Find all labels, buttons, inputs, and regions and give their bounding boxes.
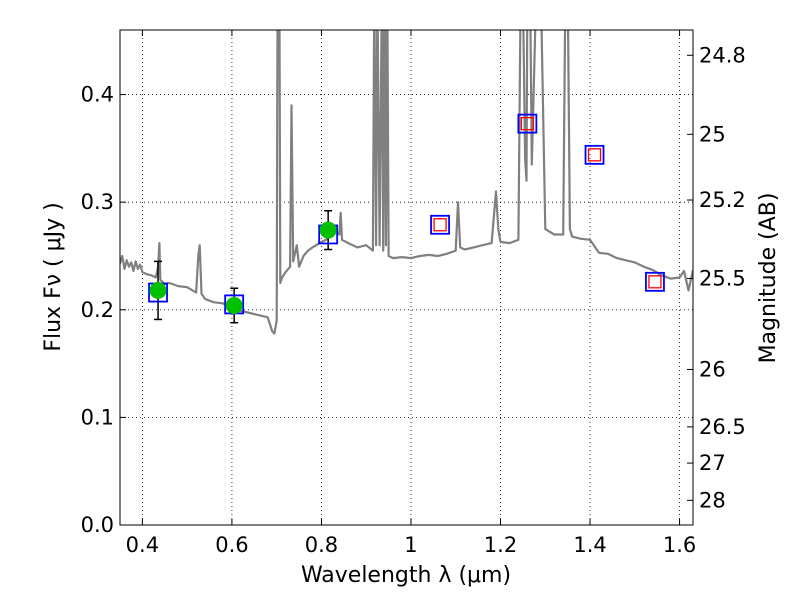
observed-flux-point [225,296,243,314]
x-tick-label: 0.4 [126,533,159,557]
y-tick-label: 0.3 [81,190,114,214]
x-tick-label: 1.6 [663,533,696,557]
spectrum-line [120,30,693,335]
photometry-layer [148,113,665,324]
x-tick-label: 1 [404,533,417,557]
y2-tick-label: 26.5 [699,415,746,439]
y-tick-label: 0.1 [81,405,114,429]
spectrum-layer [120,30,693,335]
model-photometry-square [517,113,538,134]
y-axis-title: Flux Fν ( μJy ) [41,202,66,351]
predicted-flux-square [648,275,662,289]
y-tick-label: 0.2 [81,298,114,322]
x-tick-label: 1.2 [484,533,517,557]
predicted-flux-square [520,116,535,131]
y2-tick-label: 25.5 [699,266,746,290]
grid-layer [120,30,693,526]
y-tick-label: 0.0 [81,513,114,537]
x-tick-label: 0.8 [305,533,338,557]
predicted-flux-square [433,218,447,232]
predicted-flux-square [587,148,602,162]
ticks-layer: 0.4 0.6 0.8 1 1.2 1.4 1.6 0.0 0.1 0.2 0.3 0.4 24.8 25… [81,30,746,557]
y2-tick-label: 28 [699,488,726,512]
x-tick-label: 0.6 [215,533,248,557]
x-tick-label: 1.4 [573,533,606,557]
model-photometry-square [430,214,450,235]
x-axis-title: Wavelength λ (μm) [301,563,511,588]
y2-tick-label: 27 [699,451,726,475]
y-tick-label: 0.4 [81,83,114,107]
y2-tick-label: 26 [699,357,726,381]
plot-frame [119,29,694,526]
y2-tick-label: 25 [699,122,726,146]
model-photometry-square [584,144,605,165]
y2-axis-title: Magnitude (AB) [756,193,781,364]
model-photometry-square [645,271,665,292]
observed-flux-point [149,281,167,299]
observed-flux-point [319,221,337,239]
y2-tick-label: 25.2 [699,188,746,212]
y2-tick-label: 24.8 [699,43,746,67]
